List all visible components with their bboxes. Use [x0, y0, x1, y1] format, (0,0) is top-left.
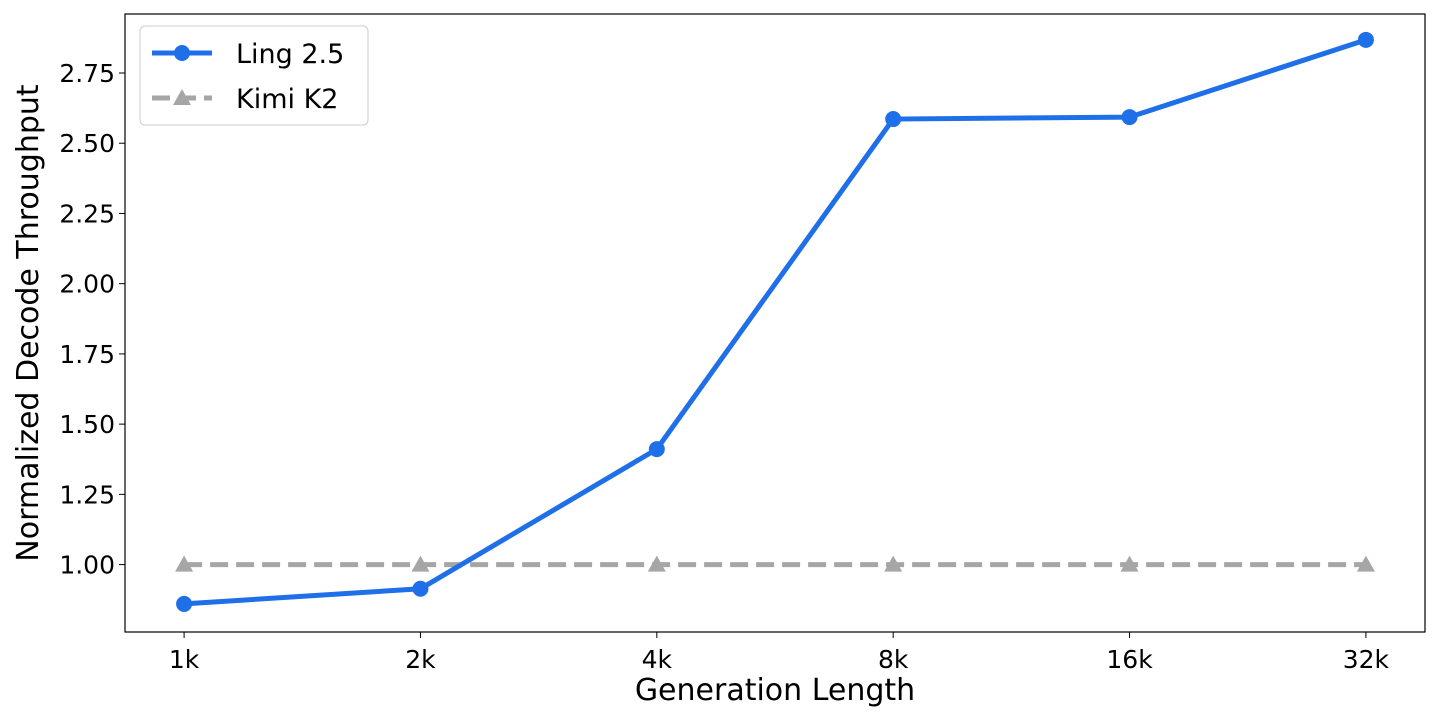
data-point: [411, 555, 430, 572]
y-tick-label: 2.00: [59, 270, 115, 299]
x-tick-label: 1k: [169, 645, 200, 674]
y-axis-label: Normalized Decode Throughput: [11, 84, 46, 562]
y-tick-label: 2.25: [59, 199, 115, 228]
x-tick-label: 16k: [1106, 645, 1153, 674]
data-point: [1120, 555, 1139, 572]
data-point: [884, 555, 903, 572]
data-point: [176, 595, 193, 612]
series-line-ling-2-5: [183, 37, 1367, 607]
data-point: [885, 111, 902, 128]
data-point: [175, 555, 194, 572]
legend-label-kimi: Kimi K2: [236, 84, 338, 115]
data-point: [1121, 109, 1138, 126]
legend-marker-kimi: [173, 89, 191, 105]
x-axis-label: Generation Length: [635, 673, 915, 708]
x-tick-label: 2k: [405, 645, 436, 674]
data-point: [412, 580, 429, 597]
data-point: [648, 441, 665, 458]
y-tick-label: 1.75: [59, 340, 115, 369]
legend-label-ling: Ling 2.5: [236, 39, 344, 70]
legend: Ling 2.5 Kimi K2: [139, 25, 369, 126]
y-tick-label: 2.75: [59, 59, 115, 88]
x-tick-label: 32k: [1343, 645, 1390, 674]
x-tick-label: 8k: [878, 645, 909, 674]
y-tick-label: 2.50: [59, 129, 115, 158]
x-tick-label: 4k: [642, 645, 673, 674]
data-point: [1357, 31, 1374, 48]
data-point: [1356, 555, 1375, 572]
data-point: [647, 555, 666, 572]
y-tick-label: 1.25: [59, 480, 115, 509]
plot-frame: [124, 13, 1426, 633]
y-tick-label: 1.00: [59, 551, 115, 580]
y-tick-label: 1.50: [59, 410, 115, 439]
legend-marker-ling: [174, 45, 190, 61]
